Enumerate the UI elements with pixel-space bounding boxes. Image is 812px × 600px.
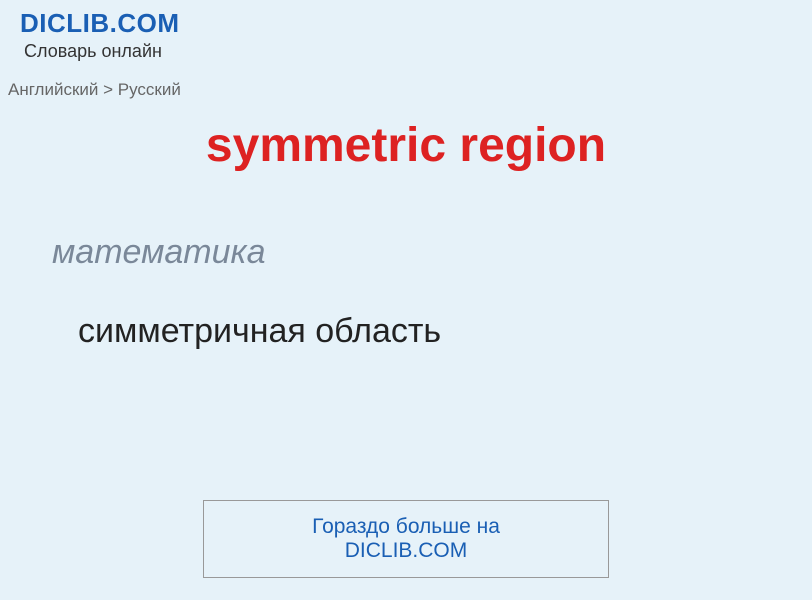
site-title[interactable]: DICLIB.COM: [20, 8, 792, 39]
entry-title: symmetric region: [0, 118, 812, 173]
subtitle: Словарь онлайн: [24, 41, 792, 62]
entry-translation: симметричная область: [78, 312, 812, 351]
breadcrumb[interactable]: Английский > Русский: [8, 80, 812, 100]
entry-category: математика: [52, 233, 812, 272]
header: DICLIB.COM Словарь онлайн: [0, 0, 812, 66]
more-link[interactable]: Гораздо больше на DICLIB.COM: [203, 500, 609, 578]
